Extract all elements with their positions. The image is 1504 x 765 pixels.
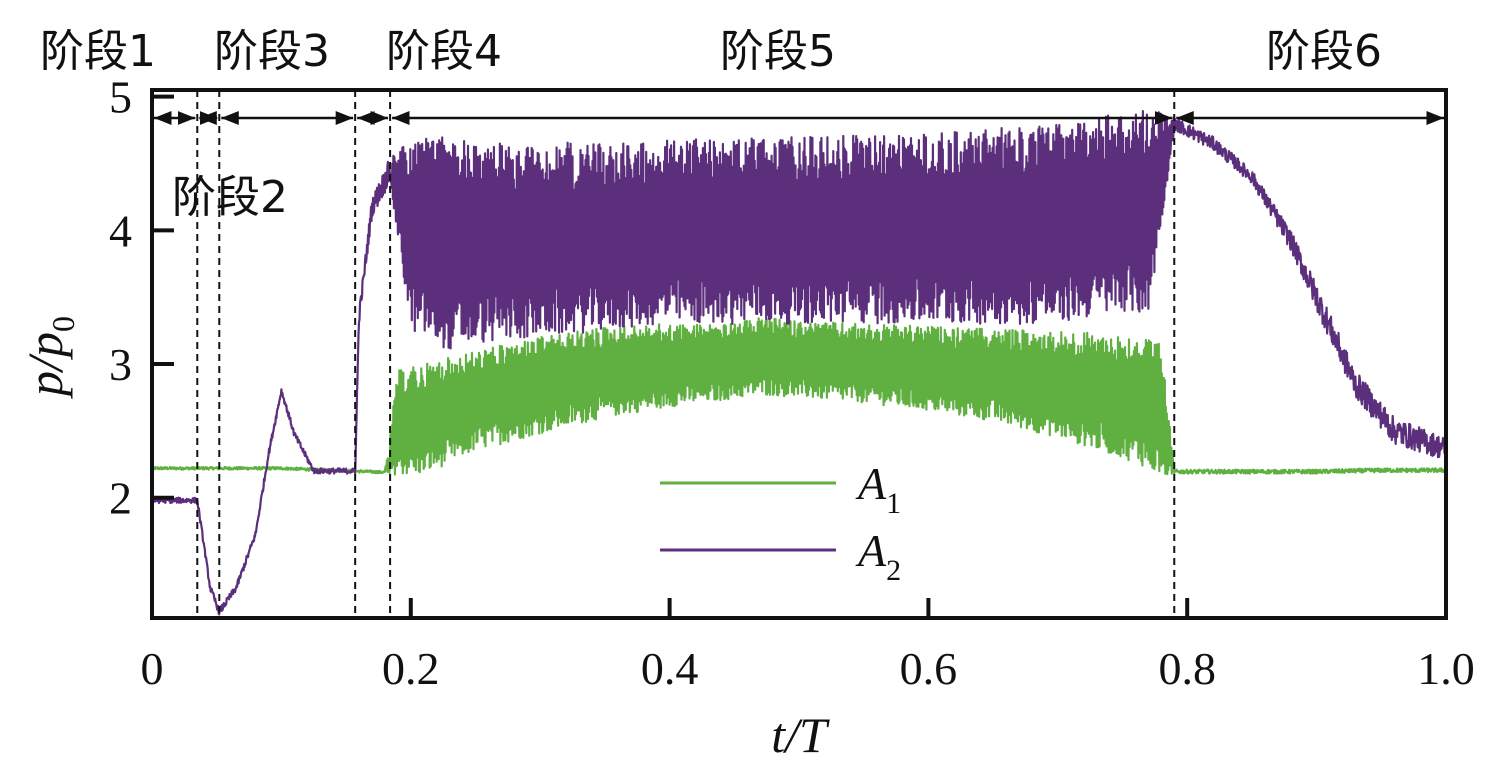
y-axis-title-sub: 0 (45, 316, 81, 332)
axis-ticks (152, 94, 1190, 618)
series-line-a2 (152, 110, 1446, 616)
stage-label-6: 阶段6 (1266, 26, 1382, 77)
stage-boundary-lines (196, 90, 1176, 618)
legend-label-main: A (855, 525, 887, 576)
legend-label-sub: 1 (886, 487, 901, 520)
y-axis-title-main: p/p (17, 332, 73, 399)
legend-label-a1: A1 (855, 458, 901, 520)
plot-frame (150, 88, 1448, 620)
plot-area (152, 110, 1446, 616)
legend-label-a2: A2 (855, 525, 901, 587)
stage-label-5: 阶段5 (720, 26, 836, 77)
y-axis-title: p/p0 (17, 316, 81, 399)
y-tick-label: 3 (109, 339, 132, 390)
x-tick-label: 0.4 (641, 643, 699, 694)
stage-label-3: 阶段3 (214, 26, 330, 77)
y-tick-label: 5 (109, 72, 132, 123)
x-tick-label: 0 (141, 643, 164, 694)
stage-label-2: 阶段2 (172, 172, 288, 223)
y-tick-label: 4 (109, 205, 132, 256)
x-tick-label: 0.6 (900, 643, 958, 694)
stage-label-4: 阶段4 (386, 26, 502, 77)
series-line-a1 (152, 317, 1446, 476)
stage-label-1: 阶段1 (40, 26, 156, 77)
x-tick-label: 1.0 (1417, 643, 1475, 694)
x-tick-label: 0.2 (382, 643, 440, 694)
x-axis-title: t/T (771, 707, 830, 763)
legend-label-main: A (855, 458, 887, 509)
y-tick-label: 2 (109, 473, 132, 524)
x-tick-label: 0.8 (1158, 643, 1216, 694)
legend-label-sub: 2 (886, 554, 901, 587)
